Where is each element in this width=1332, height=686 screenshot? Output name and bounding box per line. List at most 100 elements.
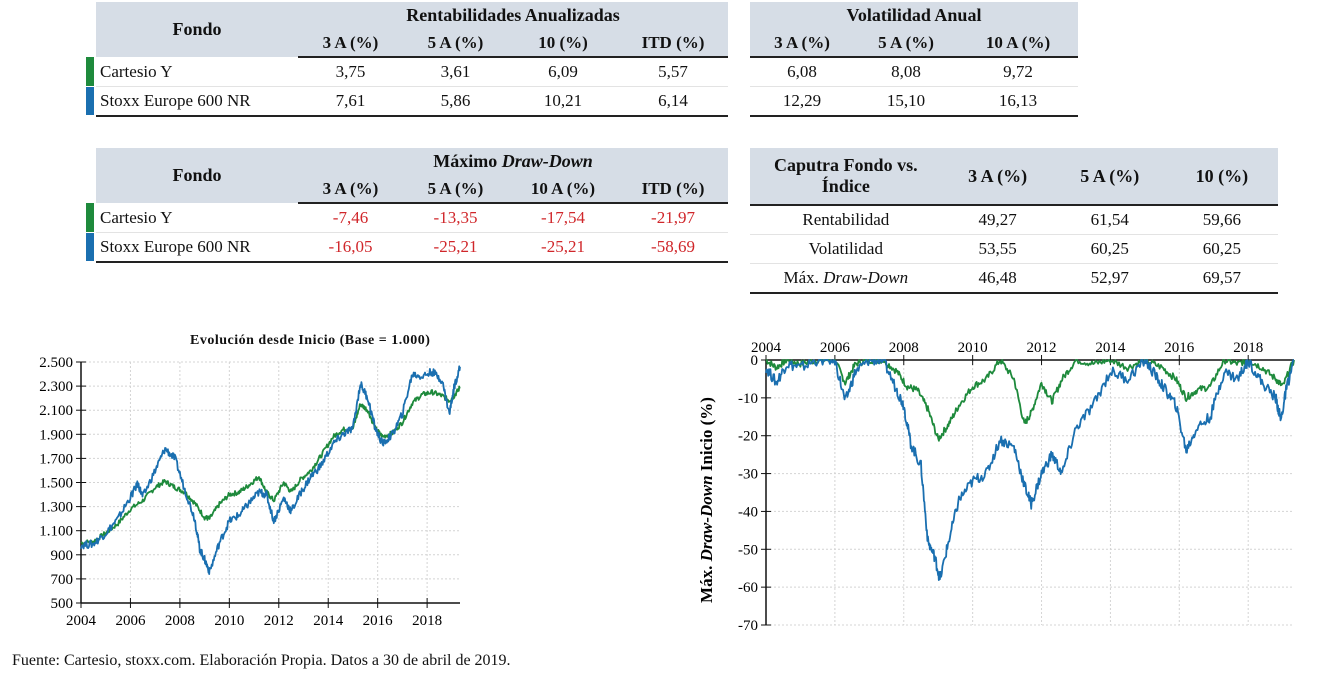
value-cell: 16,13	[958, 86, 1078, 117]
col-fondo-header: Fondo	[96, 2, 298, 57]
y-tick-label: 0	[751, 353, 759, 369]
value-cell: 6,09	[508, 57, 618, 87]
fund-name-cell: Cartesio Y	[86, 57, 298, 87]
ylabel-part: Inicio (%)	[697, 397, 716, 475]
row-label: Volatilidad	[750, 234, 942, 264]
table-row: Cartesio Y 3,75 3,61 6,09 5,57	[86, 57, 728, 87]
series-line-cartesio-y	[765, 359, 1295, 442]
series-line-stoxx-600	[765, 359, 1295, 582]
x-tick-label: 2010	[214, 613, 244, 629]
value-cell: 5,57	[618, 57, 728, 87]
value-cell: -13,35	[403, 203, 508, 233]
ylabel-part: Draw-Down	[697, 475, 716, 562]
col-header: 10 A (%)	[508, 175, 618, 204]
table-row: Volatilidad 53,55 60,25 60,25	[750, 234, 1278, 264]
capture-table: Caputra Fondo vs. Índice 3 A (%) 5 A (%) …	[750, 148, 1278, 294]
y-tick-label: -50	[738, 542, 758, 558]
value-cell: 15,10	[854, 86, 959, 117]
value-cell: 46,48	[941, 263, 1054, 294]
table-row: Cartesio Y -7,46 -13,35 -17,54 -21,97	[86, 203, 728, 233]
row-label: Máx. Draw-Down	[750, 263, 942, 294]
y-tick-label: -60	[738, 580, 758, 596]
value-cell: 9,72	[958, 57, 1078, 87]
value-cell: 7,61	[298, 86, 403, 117]
fund-color-swatch	[86, 57, 94, 86]
table-row: 12,29 15,10 16,13	[750, 86, 1078, 117]
drawdown-group-title: Máximo Draw-Down	[298, 148, 728, 175]
col-header: 5 A (%)	[403, 175, 508, 204]
value-cell: 8,08	[854, 57, 959, 87]
value-cell: 6,14	[618, 86, 728, 117]
value-cell: 10,21	[508, 86, 618, 117]
x-tick-label: 2016	[1164, 340, 1195, 356]
col-fondo-header: Fondo	[96, 148, 298, 203]
fund-color-swatch	[86, 203, 94, 232]
value-cell: 5,86	[403, 86, 508, 117]
value-cell: -16,05	[298, 232, 403, 263]
y-tick-label: 1.300	[39, 500, 73, 516]
y-tick-label: 2.100	[39, 403, 73, 419]
row-label: Rentabilidad	[750, 205, 942, 235]
y-tick-label: -20	[738, 429, 758, 445]
series-line-stoxx-600	[80, 365, 461, 576]
index-name-cell: Stoxx Europe 600 NR	[86, 232, 298, 263]
value-cell: -7,46	[298, 203, 403, 233]
y-tick-label: 700	[51, 572, 74, 588]
index-name-cell: Stoxx Europe 600 NR	[86, 86, 298, 117]
x-tick-label: 2012	[1027, 340, 1057, 356]
x-tick-label: 2006	[820, 340, 851, 356]
value-cell: 49,27	[941, 205, 1054, 235]
col-header: 10 (%)	[1165, 148, 1278, 206]
y-tick-label: -40	[738, 504, 758, 520]
returns-group-title: Rentabilidades Anualizadas	[298, 2, 728, 29]
table-row: Stoxx Europe 600 NR 7,61 5,86 10,21 6,14	[86, 86, 728, 117]
x-tick-label: 2018	[412, 613, 442, 629]
value-cell: -17,54	[508, 203, 618, 233]
value-cell: 60,25	[1053, 234, 1166, 264]
y-tick-label: -10	[738, 391, 758, 407]
y-tick-label: -70	[738, 618, 758, 634]
col-header: ITD (%)	[618, 175, 728, 204]
col-header: 5 A (%)	[1053, 148, 1166, 206]
y-tick-label: 2.300	[39, 379, 73, 395]
x-tick-label: 2008	[165, 613, 195, 629]
x-tick-label: 2004	[66, 613, 97, 629]
value-cell: 52,97	[1053, 263, 1166, 294]
drawdown-y-axis-label: Máx. Draw-Down Inicio (%)	[697, 397, 716, 603]
table-row: Máx. Draw-Down 46,48 52,97 69,57	[750, 263, 1278, 294]
value-cell: -25,21	[403, 232, 508, 263]
value-cell: 61,54	[1053, 205, 1166, 235]
y-tick-label: 1.500	[39, 476, 73, 492]
evolution-chart-title: Evolución desde Inicio (Base = 1.000)	[190, 333, 431, 348]
y-tick-label: 1.100	[39, 524, 73, 540]
ylabel-part: Máx.	[697, 561, 716, 603]
series-line-cartesio-y	[80, 385, 461, 546]
col-header: 10 A (%)	[958, 29, 1078, 58]
capture-title: Caputra Fondo vs. Índice	[750, 148, 942, 206]
col-header: 3 A (%)	[750, 29, 855, 58]
volatility-group-title: Volatilidad Anual	[750, 2, 1078, 29]
x-tick-label: 2004	[751, 340, 782, 356]
value-cell: 59,66	[1165, 205, 1278, 235]
value-cell: 6,08	[750, 57, 855, 87]
value-cell: -58,69	[618, 232, 728, 263]
x-tick-label: 2006	[115, 613, 146, 629]
col-header: 3 A (%)	[298, 175, 403, 204]
col-header: 5 A (%)	[403, 29, 508, 58]
evolution-chart: 2.500 2.300 2.100 1.900 1.700 1.500 1.300 1.100…	[39, 355, 461, 629]
y-tick-label: 2.500	[39, 355, 73, 371]
drawdown-table: Fondo Máximo Draw-Down 3 A (%) 5 A (%) 1…	[86, 148, 728, 263]
y-tick-label: 900	[51, 548, 74, 564]
col-header: 3 A (%)	[298, 29, 403, 58]
value-cell: 3,61	[403, 57, 508, 87]
volatility-table: Volatilidad Anual 3 A (%) 5 A (%) 10 A (…	[750, 2, 1078, 117]
fund-name-cell: Cartesio Y	[86, 203, 298, 233]
value-cell: -25,21	[508, 232, 618, 263]
x-tick-label: 2018	[1233, 340, 1263, 356]
index-color-swatch	[86, 87, 94, 115]
index-color-swatch	[86, 233, 94, 261]
drawdown-chart: 0 -10 -20 -30 -40 -50 -60 -70 2004 2006 2008 2010 20…	[697, 340, 1295, 634]
y-tick-label: 500	[51, 596, 74, 612]
x-tick-label: 2014	[313, 613, 344, 629]
value-cell: 12,29	[750, 86, 855, 117]
